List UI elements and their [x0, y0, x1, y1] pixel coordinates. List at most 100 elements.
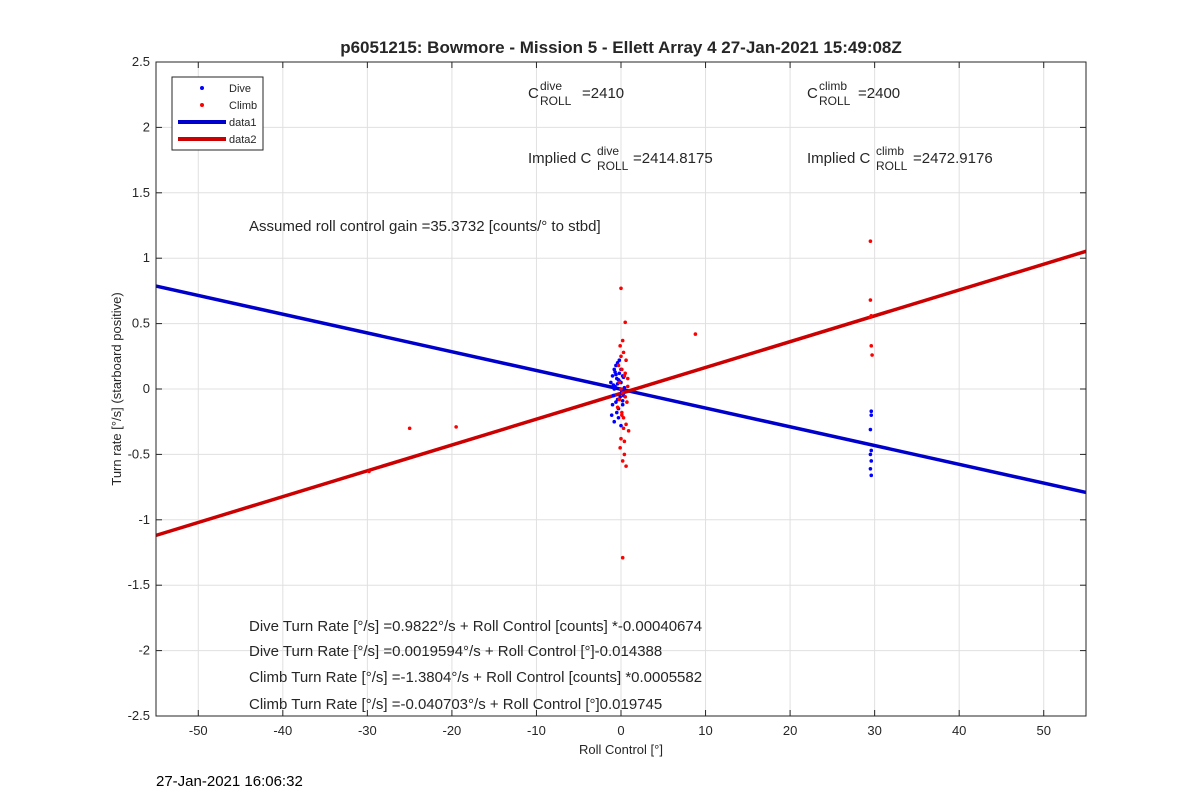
point-climb — [621, 415, 626, 420]
y-axis-ticks: -2.5 -2 -1.5 -1 -0.5 0 0.5 1 1.5 2 2.5 — [128, 54, 1086, 723]
footer-timestamp: 27-Jan-2021 16:06:32 — [156, 773, 303, 790]
plot-frame — [155, 61, 1087, 717]
legend-label-climb: Climb — [229, 100, 257, 112]
point-dive — [620, 398, 625, 403]
implied-c-roll-climb-annotation: Implied C climb ROLL =2472.9176 — [807, 144, 993, 173]
y-tick-label: 2 — [143, 119, 150, 134]
point-dive — [869, 448, 874, 453]
c-roll-dive-annotation: C dive ROLL =2410 — [528, 79, 624, 108]
legend: Dive Climb data1 data2 — [171, 76, 264, 151]
implied-c-roll-climb-prefix: Implied C — [807, 150, 871, 167]
point-climb — [622, 452, 627, 457]
point-climb — [615, 405, 620, 410]
point-dive — [612, 387, 617, 391]
point-dive — [868, 452, 873, 457]
point-dive — [617, 371, 622, 376]
point-dive — [619, 423, 623, 428]
x-tick-label: 30 — [867, 723, 881, 738]
point-climb — [869, 313, 874, 318]
implied-c-roll-dive-annotation: Implied C dive ROLL =2414.8175 — [528, 144, 713, 173]
x-tick-label: -30 — [358, 723, 377, 738]
point-dive — [617, 358, 622, 363]
c-roll-dive-value: =2410 — [582, 85, 624, 102]
point-climb — [620, 410, 624, 415]
point-climb — [621, 350, 626, 355]
chart-title: p6051215: Bowmore - Mission 5 - Ellett A… — [340, 38, 902, 57]
x-tick-label: -50 — [189, 723, 208, 738]
implied-c-roll-climb-subscript: ROLL — [876, 159, 908, 173]
point-dive — [609, 413, 614, 417]
point-climb — [620, 391, 625, 395]
c-roll-dive-superscript: dive — [540, 79, 562, 93]
x-tick-label: 50 — [1036, 723, 1050, 738]
point-dive — [609, 380, 613, 385]
point-climb — [625, 376, 630, 381]
y-tick-label: -2.5 — [128, 708, 150, 723]
point-climb — [870, 353, 874, 357]
point-dive — [869, 459, 874, 463]
point-climb — [454, 425, 458, 429]
point-climb — [625, 400, 629, 404]
point-dive — [611, 383, 616, 387]
point-climb — [616, 363, 621, 368]
point-climb — [619, 387, 623, 391]
point-climb — [624, 358, 628, 363]
point-climb — [693, 332, 698, 336]
point-dive — [622, 385, 627, 390]
point-climb — [367, 469, 371, 474]
point-dive — [610, 374, 615, 378]
c-roll-climb-subscript: ROLL — [819, 94, 851, 108]
point-climb — [620, 338, 625, 343]
point-climb — [623, 395, 628, 399]
implied-c-roll-climb-value: =2472.9176 — [913, 150, 993, 167]
y-tick-label: -2 — [138, 643, 150, 658]
climb-equation-degrees: Climb Turn Rate [°/s] =-0.040703°/s + Ro… — [249, 696, 662, 713]
point-dive — [614, 363, 618, 368]
point-climb — [617, 380, 622, 385]
point-dive — [620, 402, 625, 407]
point-climb — [624, 422, 628, 427]
c-roll-climb-symbol: C — [807, 85, 818, 102]
point-climb — [626, 429, 631, 433]
point-dive — [616, 415, 621, 420]
point-climb — [618, 446, 622, 450]
x-tick-label: -20 — [443, 723, 462, 738]
x-tick-label: -10 — [527, 723, 546, 738]
legend-marker-dive — [200, 86, 204, 90]
point-dive — [868, 427, 873, 432]
implied-c-roll-dive-value: =2414.8175 — [633, 150, 713, 167]
point-climb — [622, 439, 627, 444]
point-climb — [618, 344, 622, 348]
y-tick-label: 0.5 — [132, 316, 150, 331]
point-climb — [620, 555, 625, 560]
climb-equation-counts: Climb Turn Rate [°/s] =-1.3804°/s + Roll… — [249, 669, 702, 686]
y-tick-label: -0.5 — [128, 446, 150, 461]
x-tick-label: 10 — [698, 723, 712, 738]
point-climb — [620, 367, 624, 372]
point-dive — [869, 473, 874, 478]
point-climb — [625, 384, 630, 389]
point-climb — [619, 436, 623, 441]
c-roll-climb-value: =2400 — [858, 85, 900, 102]
point-dive — [869, 409, 874, 414]
legend-label-data2: data2 — [229, 134, 257, 146]
point-dive — [614, 372, 618, 377]
y-tick-label: 1 — [143, 250, 150, 265]
c-roll-climb-annotation: C climb ROLL =2400 — [807, 79, 900, 108]
point-climb — [620, 413, 624, 417]
y-axis-label: Turn rate [°/s] (starboard positive) — [109, 292, 124, 485]
y-tick-label: -1.5 — [128, 577, 150, 592]
implied-c-roll-climb-superscript: climb — [876, 144, 904, 158]
legend-label-dive: Dive — [229, 83, 251, 95]
point-climb — [619, 354, 623, 359]
point-dive — [611, 393, 616, 398]
y-tick-label: 1.5 — [132, 185, 150, 200]
y-tick-label: 0 — [143, 381, 150, 396]
point-climb — [617, 397, 622, 402]
c-roll-dive-subscript: ROLL — [540, 94, 572, 108]
point-climb — [868, 298, 873, 302]
point-dive — [610, 402, 615, 407]
x-axis-label: Roll Control [°] — [579, 742, 663, 757]
point-climb — [407, 426, 412, 431]
data-points — [367, 239, 874, 560]
